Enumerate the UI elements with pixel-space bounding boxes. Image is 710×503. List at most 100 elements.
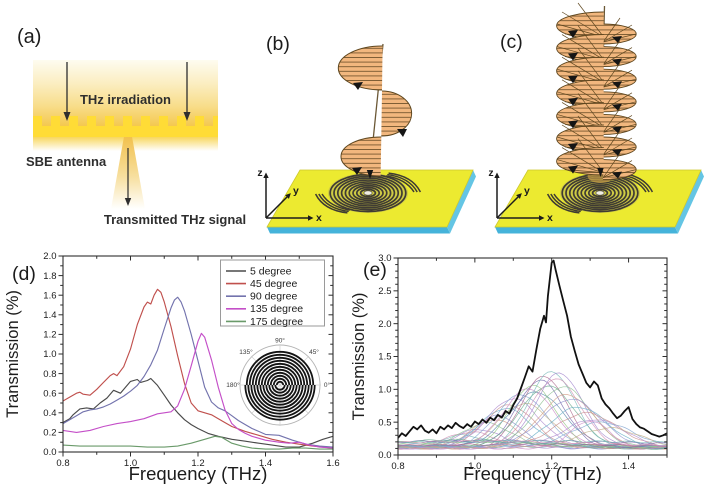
legend-entry: 90 degree <box>250 291 297 303</box>
antenna-comb-teeth <box>33 116 218 126</box>
sbe-antenna-label: SBE antenna <box>26 154 107 169</box>
rotation-arrow-icon <box>568 30 578 38</box>
y-tick-label: 3.0 <box>378 253 391 264</box>
rotation-arrow-icon <box>612 36 622 43</box>
y-tick-label: 0.0 <box>43 447 56 458</box>
x-tick-label: 1.2 <box>545 461 558 472</box>
rotation-arrow-icon <box>352 167 362 175</box>
coordinate-axes: z y x <box>488 167 553 224</box>
y-tick-label: 2.0 <box>378 319 391 330</box>
axis-arrow-icon <box>308 215 314 221</box>
background-curve-fan <box>398 371 667 450</box>
axis-ticks: 0.8 1.0 1.2 1.4 0.0 0.5 1.0 1.5 2.0 2.5 3.0 <box>378 253 668 472</box>
orientation-inset: 90° 135° 45° 180° 0° <box>226 337 331 426</box>
y-tick-label: 1.2 <box>43 330 56 341</box>
spiral-antenna-pattern <box>314 172 422 214</box>
y-tick-label: 0.5 <box>378 417 391 428</box>
multi-helix-wave <box>556 2 637 183</box>
rotation-arrow-icon <box>612 58 622 66</box>
y-axis-title: Transmission (%) <box>350 293 368 421</box>
x-tick-label: 1.6 <box>326 458 339 469</box>
x-tick-label: 1.2 <box>191 458 204 469</box>
rotation-arrow-icon <box>612 149 622 156</box>
legend-entry: 175 degree <box>250 316 303 328</box>
substrate-side-edge <box>447 170 476 234</box>
series-90-degree <box>63 296 333 448</box>
down-arrow-icon <box>124 148 132 206</box>
legend-entry: 5 degree <box>250 265 292 277</box>
rotation-arrow-icon <box>612 103 622 111</box>
x-tick-label: 0.8 <box>56 458 69 469</box>
panel-b-diagram: (b) z y x <box>257 33 476 234</box>
antenna-comb-bar <box>33 126 218 137</box>
x-tick-label: 0.8 <box>391 461 404 472</box>
axis-z-label: z <box>257 167 262 179</box>
axis-y-label: y <box>524 185 530 197</box>
y-tick-label: 0.0 <box>378 450 391 461</box>
substrate-front-edge <box>267 227 450 234</box>
y-tick-label: 1.5 <box>378 352 391 363</box>
background-curve <box>398 406 667 449</box>
x-axis-title: Frequency (THz) <box>463 463 602 484</box>
plot-area <box>398 258 667 455</box>
panel-a: (a) THz irradiation SBE antenna Transmit… <box>0 0 250 240</box>
inset-angle-label: 90° <box>275 337 285 345</box>
axis-arrow-icon <box>539 215 545 221</box>
y-tick-label: 1.4 <box>43 310 56 321</box>
rotation-arrow-icon <box>568 75 578 84</box>
series-175-degree <box>63 435 333 450</box>
axis-arrow-icon <box>263 172 269 178</box>
axis-arrow-icon <box>494 172 500 178</box>
y-tick-label: 0.8 <box>43 369 56 380</box>
series-group <box>398 259 667 439</box>
propagation-arrow-icon <box>597 168 604 177</box>
x-tick-label: 1.4 <box>259 458 272 469</box>
rotation-arrow-icon <box>568 120 578 129</box>
panel-a-label: (a) <box>17 26 42 48</box>
y-tick-label: 1.8 <box>43 271 56 282</box>
axis-arrow-icon <box>516 193 522 199</box>
background-curve <box>398 427 667 449</box>
background-curve <box>398 421 667 450</box>
rotation-arrow-icon <box>612 171 622 179</box>
single-helix-wave <box>337 43 413 179</box>
rotation-arrow-icon <box>568 97 578 106</box>
x-axis-title: Frequency (THz) <box>129 463 268 484</box>
transmitted-signal-label: Transmitted THz signal <box>103 212 247 227</box>
down-arrow-icon <box>63 62 71 121</box>
helix-lobe <box>340 136 382 177</box>
panel-d-chart: 0.8 1.0 1.2 1.4 1.6 0.0 0.2 0.4 0.6 0.8 1.0 1.2 1.4 1… <box>4 251 340 484</box>
background-curve <box>398 440 667 447</box>
y-axis-title: Transmission (%) <box>4 290 22 418</box>
rotation-arrow-icon <box>397 129 407 137</box>
rotation-arrow-icon <box>612 126 622 134</box>
series-group <box>63 288 333 450</box>
helix-lobe <box>381 90 413 137</box>
x-tick-label: 1.0 <box>124 458 137 469</box>
x-tick-label: 1.0 <box>468 461 481 472</box>
x-tick-label: 1.4 <box>622 461 635 472</box>
rotation-arrow-icon <box>568 165 578 174</box>
series-5-degree <box>63 377 333 448</box>
y-tick-label: 1.0 <box>43 349 56 360</box>
axis-ticks: 0.8 1.0 1.2 1.4 1.6 0.0 0.2 0.4 0.6 0.8 1.0 1.2 1.4 1… <box>43 251 339 469</box>
series-135-degree <box>63 332 333 449</box>
panel-c-diagram: (c) z y x <box>488 2 704 234</box>
panel-c-label: (c) <box>500 31 523 53</box>
inset-angle-label: 180° <box>226 381 240 389</box>
y-tick-label: 0.6 <box>43 388 56 399</box>
rotation-arrow-icon <box>568 143 578 151</box>
axis-x-label: x <box>316 212 322 224</box>
y-tick-label: 2.5 <box>378 286 391 297</box>
axis-arrow-icon <box>285 193 291 199</box>
rotation-arrow-icon <box>568 52 578 61</box>
series-main <box>398 259 667 439</box>
y-tick-label: 0.4 <box>43 408 56 419</box>
substrate-side-edge <box>675 170 704 234</box>
coordinate-axes: z y x <box>257 167 322 224</box>
inset-angle-label: 45° <box>309 348 319 356</box>
legend-entry: 135 degree <box>250 303 303 315</box>
inset-angle-label: 135° <box>239 348 253 356</box>
background-curve <box>398 438 667 450</box>
